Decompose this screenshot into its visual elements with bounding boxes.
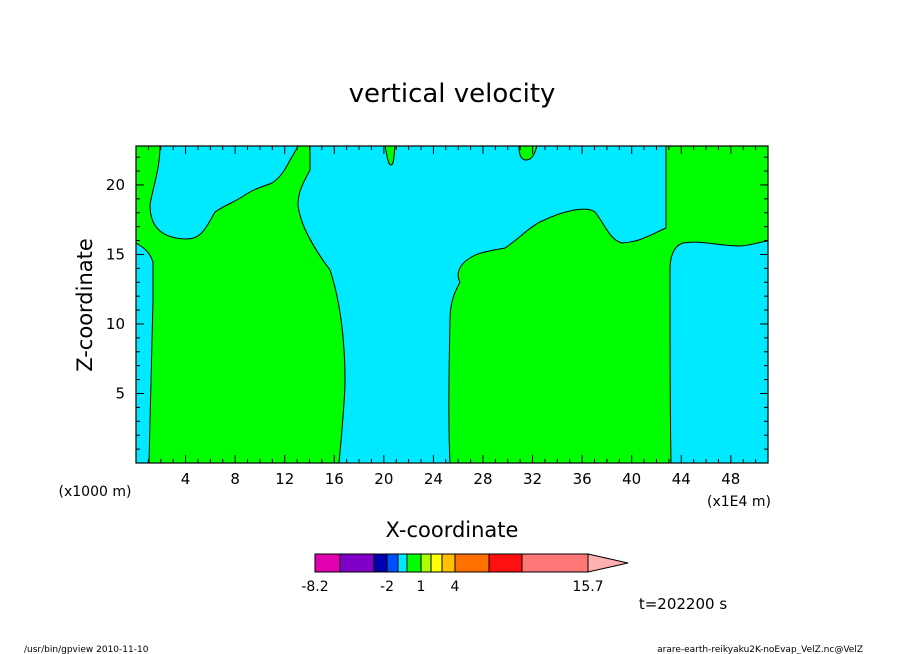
colorbar-segment [521, 553, 589, 573]
x-scale-note: (x1E4 m) [707, 494, 771, 510]
colorbar-tick-label: 4 [451, 579, 460, 595]
x-axis-ticks: 4 8 12 16 20 24 28 32 36 40 44 48 [147, 146, 757, 488]
plot-frame [135, 145, 769, 464]
colorbar-segment [488, 553, 523, 573]
x-axis-label: X-coordinate [386, 518, 519, 542]
x-tick-label: 44 [672, 470, 691, 488]
colorbar-tick-label: -2 [380, 579, 394, 595]
colorbar-segment [420, 553, 432, 573]
x-tick-label: 36 [573, 470, 592, 488]
contour-field [135, 145, 769, 464]
colorbar-tick-label: 15.7 [572, 579, 603, 595]
x-tick-label: 8 [230, 470, 240, 488]
time-label: t=202200 s [639, 595, 727, 613]
x-tick-label: 32 [523, 470, 542, 488]
colorbar-segment [430, 553, 443, 573]
chart-title: vertical velocity [349, 79, 556, 109]
x-tick-label: 16 [325, 470, 344, 488]
negative-region-left [135, 242, 154, 464]
colorbar-tick-label: 1 [417, 579, 426, 595]
x-unit-label: (x1000 m) [59, 484, 132, 500]
colorbar-segment [454, 553, 490, 573]
colorbar-segment [386, 553, 399, 573]
footer-left: /usr/bin/gpview 2010-11-10 [24, 645, 149, 654]
x-tick-label: 4 [181, 470, 191, 488]
x-tick-label: 12 [275, 470, 294, 488]
colorbar-segment [373, 553, 388, 573]
colorbar-labels: -8.2 -2 1 4 15.7 [301, 579, 603, 595]
x-tick-label: 48 [721, 470, 740, 488]
negative-region-central [149, 145, 667, 464]
colorbar-segment [314, 553, 341, 573]
colorbar [314, 553, 629, 573]
colorbar-segment [441, 553, 456, 573]
y-tick-label: 15 [106, 245, 125, 263]
colorbar-segment [397, 553, 408, 573]
y-axis-ticks: 5 10 15 20 [106, 156, 768, 450]
colorbar-segment [339, 553, 375, 573]
y-axis-label: Z-coordinate [73, 238, 97, 372]
x-tick-label: 20 [374, 470, 393, 488]
y-tick-label: 5 [115, 384, 125, 402]
y-tick-label: 20 [106, 176, 125, 194]
colorbar-tick-label: -8.2 [301, 579, 328, 595]
x-tick-label: 40 [622, 470, 641, 488]
x-tick-label: 28 [473, 470, 492, 488]
negative-region-right [669, 240, 769, 464]
x-tick-label: 24 [424, 470, 443, 488]
footer-right: arare-earth-reikyaku2K-noEvap_VelZ.nc@Ve… [657, 645, 863, 654]
y-tick-label: 10 [106, 315, 125, 333]
colorbar-arrow [587, 553, 629, 573]
colorbar-segment [406, 553, 422, 573]
